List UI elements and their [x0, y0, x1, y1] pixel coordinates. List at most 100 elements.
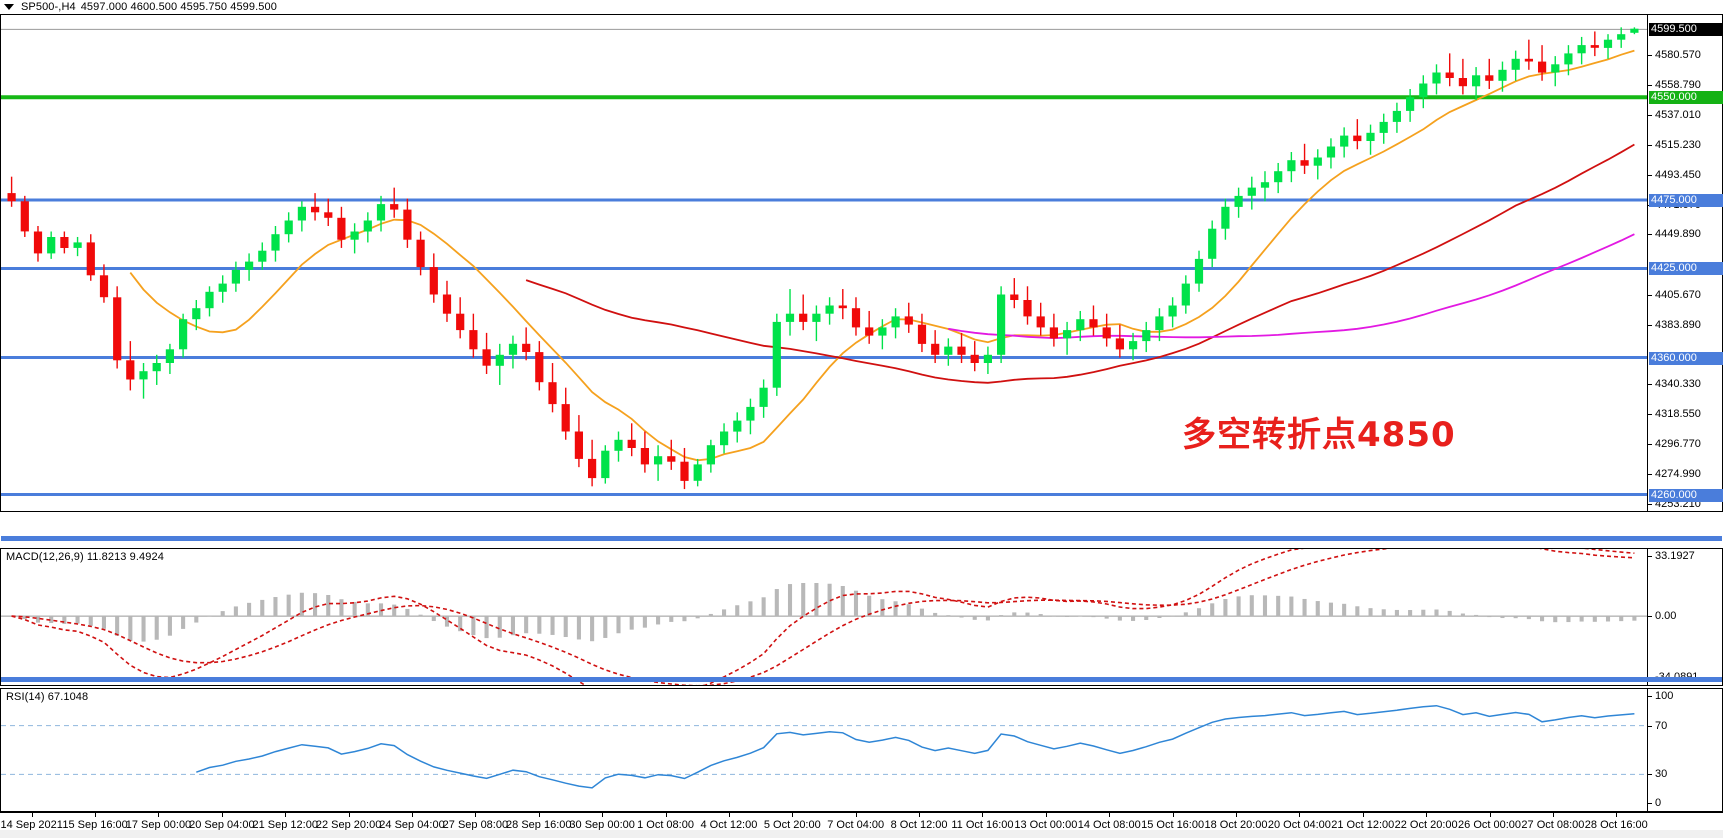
time-tick-mark — [1552, 813, 1554, 817]
time-tick-label: 15 Oct 16:00 — [1141, 819, 1205, 831]
axis-tick-mark — [1648, 115, 1652, 116]
axis-tick-label: 33.1927 — [1655, 550, 1695, 562]
level-badge-4550-000[interactable]: 4550.000 — [1649, 91, 1723, 105]
price-plot-area[interactable] — [1, 15, 1649, 511]
rsi-tick-30: 30 — [1648, 768, 1723, 781]
axis-tick-mark — [1648, 696, 1652, 697]
time-tick-label: 26 Oct 00:00 — [1458, 819, 1522, 831]
time-tick-mark — [158, 813, 160, 817]
price-tick-4580-570: 4580.570 — [1648, 49, 1723, 62]
axis-tick-mark — [1648, 616, 1652, 618]
time-tick-mark — [1489, 813, 1491, 817]
axis-tick-mark — [1648, 174, 1652, 176]
time-tick-label: 21 Sep 12:00 — [252, 819, 318, 831]
price-tick-4340-330: 4340.330 — [1648, 378, 1723, 391]
symbol-label: SP500-,H4 — [21, 1, 76, 13]
triangle-down-icon[interactable] — [4, 4, 14, 10]
macd-title: MACD(12,26,9) 11.8213 9.4924 — [6, 551, 164, 563]
axis-tick-mark — [1648, 414, 1652, 416]
time-tick-mark — [602, 813, 604, 817]
ohlc-values: 4597.000 4600.500 4595.750 4599.500 — [80, 1, 277, 13]
time-tick-mark — [1362, 813, 1364, 817]
rsi-panel[interactable]: RSI(14) 67.1048 100 70 30 0 — [0, 688, 1723, 812]
level-badge-4425-000[interactable]: 4425.000 — [1649, 262, 1723, 276]
time-tick-mark — [475, 813, 477, 817]
axis-tick-label: 4274.990 — [1655, 468, 1701, 481]
time-tick-mark — [348, 813, 350, 817]
candlestick-series — [1, 27, 1649, 497]
axis-tick-mark — [1648, 725, 1652, 727]
price-tick-4296-770: 4296.770 — [1648, 438, 1723, 451]
axis-tick-mark — [1648, 144, 1652, 146]
price-tick-4383-890: 4383.890 — [1648, 319, 1723, 332]
time-tick-mark — [1426, 813, 1428, 817]
time-tick-mark — [31, 813, 33, 817]
level-badge-4260-000[interactable]: 4260.000 — [1649, 488, 1723, 502]
time-tick-label: 30 Sep 00:00 — [569, 819, 635, 831]
time-tick-label: 20 Oct 04:00 — [1267, 819, 1331, 831]
last-price-badge[interactable]: 4599.500 — [1649, 23, 1723, 37]
price-chart-panel[interactable]: 4580.570 4558.790 4537.010 4515.230 4493.450… — [0, 14, 1723, 512]
rsi-plot-area[interactable] — [1, 689, 1649, 811]
price-tick-4405-670: 4405.670 — [1648, 289, 1723, 302]
time-tick-mark — [95, 813, 97, 817]
level-badge-4475-000[interactable]: 4475.000 — [1649, 193, 1723, 207]
rsi-tick-0: 0 — [1648, 797, 1723, 810]
time-tick-mark — [538, 813, 540, 817]
axis-tick-label: 4558.790 — [1655, 79, 1701, 92]
time-tick-label: 27 Oct 08:00 — [1521, 819, 1585, 831]
macd-plot-area[interactable] — [1, 549, 1649, 685]
axis-tick-label: 4580.570 — [1655, 49, 1701, 62]
time-tick-mark — [665, 813, 667, 817]
time-tick-label: 27 Sep 08:00 — [442, 819, 509, 831]
time-tick-mark — [855, 813, 857, 817]
price-tick-4274-990: 4274.990 — [1648, 468, 1723, 481]
price-tick-4318-550: 4318.550 — [1648, 408, 1723, 421]
price-tick-4449-890: 4449.890 — [1648, 228, 1723, 241]
price-tick-4537-010: 4537.010 — [1648, 109, 1723, 122]
axis-tick-mark — [1648, 556, 1652, 557]
price-tick-4515-230: 4515.230 — [1648, 139, 1723, 152]
price-annotation: 多空转折点4850 — [1182, 415, 1456, 455]
panel-divider-1[interactable] — [1, 536, 1722, 541]
rsi-tick-70: 70 — [1648, 720, 1723, 733]
time-tick-label: 28 Oct 16:00 — [1584, 819, 1648, 831]
symbol-bar: SP500-,H4 4597.000 4600.500 4595.750 459… — [0, 0, 1723, 14]
panel-divider-2[interactable] — [1, 677, 1722, 682]
time-tick-mark — [1172, 813, 1174, 817]
rsi-tick-100: 100 — [1648, 690, 1723, 703]
axis-tick-label: 4253.210 — [1655, 497, 1701, 510]
price-tick-4558-790: 4558.790 — [1648, 79, 1723, 92]
axis-tick-mark — [1648, 503, 1652, 505]
price-axis[interactable]: 4580.570 4558.790 4537.010 4515.230 4493.450… — [1647, 15, 1723, 511]
axis-tick-mark — [1648, 384, 1652, 386]
axis-tick-mark — [1648, 324, 1652, 326]
price-tick-4493-450: 4493.450 — [1648, 169, 1723, 182]
time-tick-label: 15 Sep 16:00 — [62, 819, 128, 831]
axis-tick-label: 4340.330 — [1655, 378, 1701, 391]
time-tick-label: 8 Oct 12:00 — [890, 819, 948, 831]
time-tick-label: 28 Sep 16:00 — [506, 819, 572, 831]
level-badge-4360-000[interactable]: 4360.000 — [1649, 351, 1723, 365]
price-tick-4253-210: 4253.210 — [1648, 498, 1723, 511]
time-tick-label: 13 Oct 00:00 — [1014, 819, 1078, 831]
time-tick-label: 18 Oct 20:00 — [1204, 819, 1268, 831]
axis-tick-label: 30 — [1655, 768, 1668, 781]
axis-tick-mark — [1648, 85, 1652, 87]
axis-tick-label: 4493.450 — [1655, 168, 1701, 181]
macd-tick-000: 0.00 — [1648, 610, 1723, 623]
axis-tick-label: 4405.670 — [1655, 288, 1701, 301]
macd-panel[interactable]: MACD(12,26,9) 11.8213 9.4924 33.1927 0.00… — [0, 548, 1723, 686]
axis-tick-mark — [1648, 774, 1652, 776]
time-tick-label: 14 Sep 2021 — [0, 819, 63, 831]
axis-tick-label: 70 — [1655, 719, 1668, 732]
time-tick-mark — [285, 813, 287, 817]
time-tick-label: 7 Oct 04:00 — [827, 819, 885, 831]
axis-tick-label: 4318.550 — [1655, 408, 1701, 421]
axis-tick-mark — [1648, 803, 1652, 804]
time-tick-label: 4 Oct 12:00 — [700, 819, 758, 831]
axis-tick-label: 0 — [1655, 797, 1662, 809]
time-tick-mark — [1299, 813, 1301, 817]
